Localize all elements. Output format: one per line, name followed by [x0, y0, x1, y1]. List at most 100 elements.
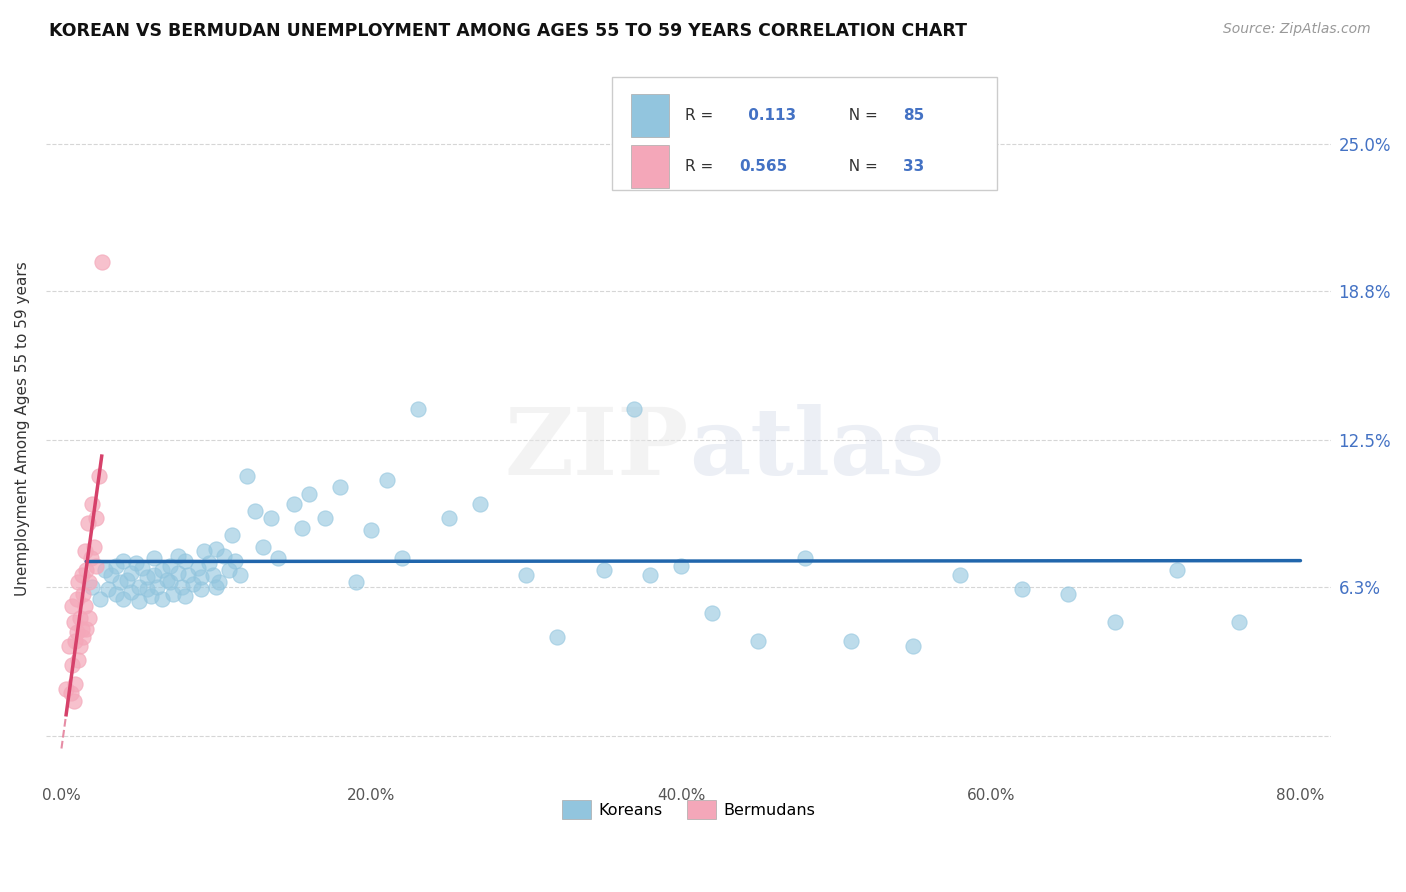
Point [839, 634, 862, 648]
Point [1104, 615, 1126, 630]
Point [298, 487, 321, 501]
Text: 0.113: 0.113 [742, 108, 796, 123]
Point [73, 599, 96, 613]
Point [177, 568, 200, 582]
Point [218, 563, 240, 577]
Point [208, 575, 231, 590]
Point [669, 558, 692, 573]
Point [70, 623, 93, 637]
Point [135, 570, 157, 584]
Point [903, 639, 925, 653]
Point [360, 523, 382, 537]
Point [82, 580, 104, 594]
Point [190, 582, 212, 597]
Point [55, 681, 77, 696]
Point [135, 582, 157, 597]
Point [181, 577, 204, 591]
Point [65, 634, 87, 648]
Point [224, 554, 246, 568]
Bar [631, 95, 669, 136]
Point [82, 497, 104, 511]
Point [150, 591, 173, 606]
Point [314, 511, 336, 525]
Text: R =: R = [685, 160, 718, 174]
Point [166, 566, 188, 580]
Point [131, 561, 153, 575]
Point [212, 549, 235, 563]
Point [159, 558, 181, 573]
Point [146, 580, 169, 594]
Point [128, 594, 150, 608]
Point [197, 556, 219, 570]
Point [228, 568, 250, 582]
Point [69, 610, 91, 624]
Point [65, 677, 87, 691]
Point [190, 570, 212, 584]
Point [67, 575, 90, 590]
Point [669, 149, 692, 163]
Point [391, 551, 413, 566]
Point [468, 497, 491, 511]
Point [75, 563, 97, 577]
Point [128, 580, 150, 594]
Point [76, 516, 98, 530]
Text: Source: ZipAtlas.com: Source: ZipAtlas.com [1223, 22, 1371, 37]
Point [375, 473, 398, 487]
Point [141, 590, 163, 604]
Point [90, 255, 112, 269]
Point [120, 584, 142, 599]
Point [67, 653, 90, 667]
Point [72, 630, 94, 644]
Point [267, 551, 290, 566]
Point [949, 568, 972, 582]
Point [75, 623, 97, 637]
Text: N =: N = [839, 108, 883, 123]
Point [66, 624, 89, 639]
Point [193, 544, 215, 558]
Point [344, 575, 367, 590]
Point [143, 568, 166, 582]
Point [72, 587, 94, 601]
Point [259, 511, 281, 525]
Point [747, 634, 769, 648]
Point [700, 606, 723, 620]
Bar [631, 145, 669, 188]
Point [60, 599, 83, 613]
Bar [612, 77, 997, 190]
Text: 0.565: 0.565 [738, 160, 787, 174]
Point [110, 575, 132, 590]
Legend: Koreans, Bermudans: Koreans, Bermudans [555, 794, 821, 825]
Text: atlas: atlas [689, 404, 943, 494]
Point [84, 511, 107, 525]
Point [329, 480, 352, 494]
Point [112, 554, 135, 568]
Point [437, 511, 460, 525]
Point [73, 544, 96, 558]
Point [202, 568, 225, 582]
Point [89, 591, 111, 606]
Point [546, 630, 568, 644]
Point [79, 575, 101, 590]
Point [406, 402, 429, 417]
Point [70, 568, 93, 582]
Point [120, 566, 142, 580]
Point [112, 591, 135, 606]
Text: ZIP: ZIP [505, 404, 689, 494]
Point [166, 549, 188, 563]
Point [84, 558, 107, 573]
Point [87, 468, 110, 483]
Point [143, 551, 166, 566]
Point [94, 563, 117, 577]
Point [623, 402, 645, 417]
Point [283, 497, 305, 511]
Point [187, 561, 209, 575]
Point [63, 615, 86, 630]
Text: N =: N = [839, 160, 883, 174]
Point [66, 591, 89, 606]
Point [515, 568, 537, 582]
Text: 85: 85 [904, 108, 925, 123]
Point [638, 568, 661, 582]
Point [125, 556, 148, 570]
Text: 33: 33 [904, 160, 925, 174]
Point [1011, 582, 1033, 597]
